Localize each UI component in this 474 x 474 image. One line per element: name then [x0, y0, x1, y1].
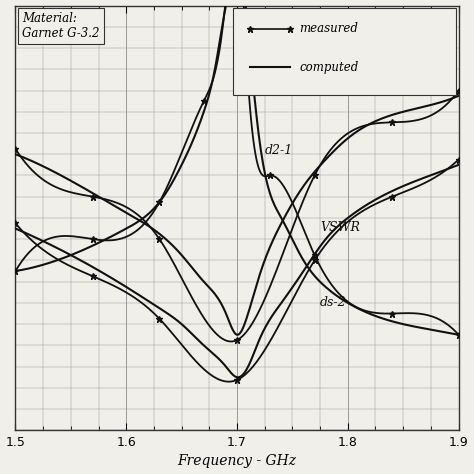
Text: ds-2: ds-2	[320, 296, 347, 309]
Text: computed: computed	[299, 61, 358, 73]
Text: Material:
Garnet G-3.2: Material: Garnet G-3.2	[22, 12, 100, 40]
X-axis label: Frequency - GHz: Frequency - GHz	[178, 455, 297, 468]
Text: measured: measured	[299, 22, 358, 36]
Text: VSWR: VSWR	[320, 221, 360, 234]
FancyBboxPatch shape	[233, 8, 456, 95]
Text: d2-1: d2-1	[264, 144, 293, 157]
